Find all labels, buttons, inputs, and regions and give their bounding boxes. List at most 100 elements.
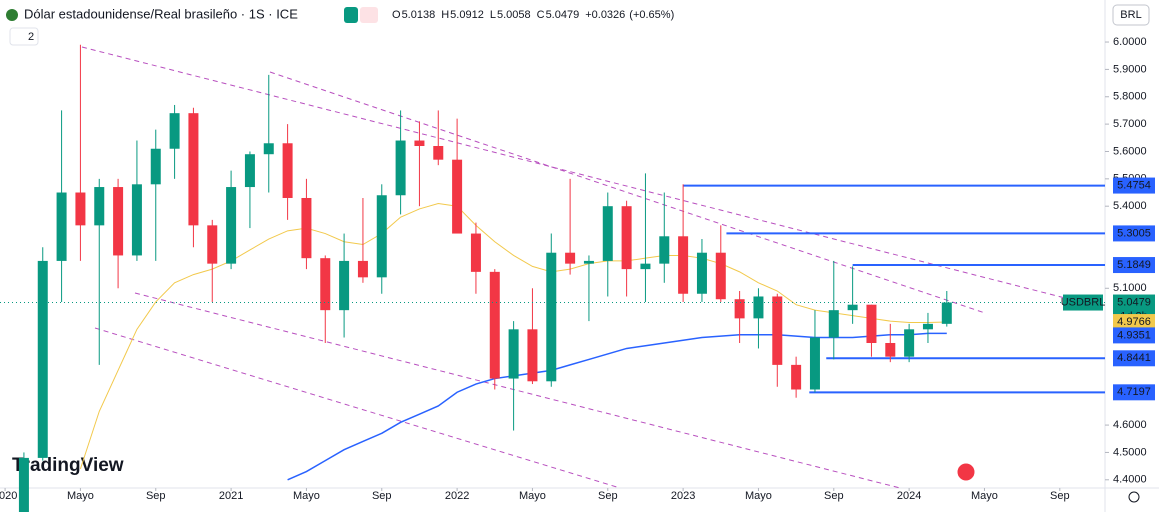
candle-body — [734, 299, 745, 319]
event-flag[interactable] — [956, 462, 976, 482]
y-tick-label: 5.4000 — [1113, 200, 1147, 212]
y-tick-label: 5.8000 — [1113, 91, 1147, 103]
moving-average — [79, 202, 947, 470]
channel-lines — [81, 46, 1066, 489]
ma-label-bg — [1113, 314, 1155, 331]
ohlc-value: 5.0479 — [546, 9, 580, 21]
candle-body — [395, 140, 406, 196]
symbol-icon — [6, 9, 18, 21]
channel-line — [134, 292, 901, 489]
candle-body — [922, 323, 933, 330]
candle-body — [131, 184, 142, 256]
currency: BRL — [1120, 9, 1141, 21]
y-tick-label: 4.6000 — [1113, 419, 1147, 431]
candle-body — [94, 187, 105, 226]
y-tick-label: 4.5000 — [1113, 446, 1147, 458]
x-tick-label: Sep — [824, 490, 844, 502]
candle-body — [37, 260, 48, 458]
x-tick-label: 2021 — [219, 490, 243, 502]
ma-label: 4.9351 — [1117, 329, 1151, 341]
x-tick-label: Sep — [372, 490, 392, 502]
candle-body — [470, 233, 481, 272]
candle-body — [301, 197, 312, 259]
level-label: 5.1849 — [1117, 259, 1151, 271]
symbol-title[interactable]: Dólar estadounidense/Real brasileño · 1S… — [24, 6, 298, 21]
y-tick-label: 6.0000 — [1113, 36, 1147, 48]
indicators-toggle[interactable] — [9, 27, 39, 46]
candle-body — [602, 206, 613, 261]
x-tick-label: Sep — [146, 490, 166, 502]
y-tick-label: 5.9000 — [1113, 63, 1147, 75]
x-tick-label: 2024 — [897, 490, 921, 502]
candle-body — [828, 310, 839, 338]
ohlc-value: 5.0058 — [497, 9, 531, 21]
candle-body — [75, 192, 86, 226]
settings-icon[interactable] — [1128, 491, 1140, 503]
level-label: 4.8441 — [1117, 352, 1151, 364]
candle-body — [809, 337, 820, 390]
candle-body — [866, 304, 877, 343]
candle-body — [508, 329, 519, 379]
candle-body — [527, 329, 538, 382]
candle-body — [715, 252, 726, 300]
x-tick-label: Mayo — [745, 490, 772, 502]
x-tick-label: 2020 — [0, 490, 17, 502]
candle-body — [489, 271, 500, 379]
level-label-bg — [1113, 257, 1155, 274]
ohlc-key: L — [490, 9, 496, 21]
ohlc-value: 5.0912 — [450, 9, 484, 21]
candle-body — [583, 260, 594, 264]
candle-body — [18, 457, 29, 513]
candle-body — [904, 329, 915, 357]
y-tick-label: 5.1000 — [1113, 282, 1147, 294]
candle-body — [885, 342, 896, 357]
x-tick-label: Mayo — [67, 490, 94, 502]
candle-body — [357, 260, 368, 278]
x-tick-label: Mayo — [293, 490, 320, 502]
plot — [0, 44, 1105, 517]
ohlc-key: C — [537, 9, 545, 21]
level-label-bg — [1113, 384, 1155, 401]
candle-body — [244, 154, 255, 188]
candle-body — [772, 296, 783, 365]
candle-body — [696, 252, 707, 294]
candle-body — [847, 304, 858, 311]
candle-body — [169, 113, 180, 149]
toggle-icon[interactable] — [344, 7, 358, 23]
y-tick-label: 4.4000 — [1113, 474, 1147, 486]
candle-body — [150, 148, 161, 185]
x-tick-label: Sep — [1050, 490, 1070, 502]
symbol-tag-bg — [1063, 294, 1103, 311]
candle-body — [941, 302, 952, 324]
candle-body — [188, 113, 199, 226]
candle-body — [226, 187, 237, 264]
change: +0.0326 — [585, 9, 625, 21]
candle-body — [56, 192, 67, 261]
candle-body — [791, 364, 802, 390]
x-tick-label: Mayo — [971, 490, 998, 502]
channel-line — [81, 46, 1066, 299]
candle-body — [546, 252, 557, 382]
candle-body — [263, 143, 274, 155]
change-percent: (+0.65%) — [629, 9, 674, 21]
ohlc-key: O — [392, 9, 401, 21]
ma-label-bg — [1113, 327, 1155, 344]
symbol-tag: USDBRL — [1061, 296, 1106, 308]
x-tick-label: 2022 — [445, 490, 469, 502]
logo: TradingView — [12, 455, 124, 476]
x-tick-label: 2023 — [671, 490, 695, 502]
toggle-icon[interactable] — [360, 7, 378, 23]
candle-body — [565, 252, 576, 264]
candle-body — [113, 187, 124, 256]
candle-body — [659, 236, 670, 264]
y-tick-label: 5.7000 — [1113, 118, 1147, 130]
candle-body — [452, 159, 463, 234]
currency-button[interactable] — [1112, 4, 1150, 26]
candle-body — [621, 206, 632, 270]
x-tick-label: Mayo — [519, 490, 546, 502]
candle-body — [339, 260, 350, 311]
candle-body — [414, 140, 425, 147]
candle-body — [640, 263, 651, 270]
